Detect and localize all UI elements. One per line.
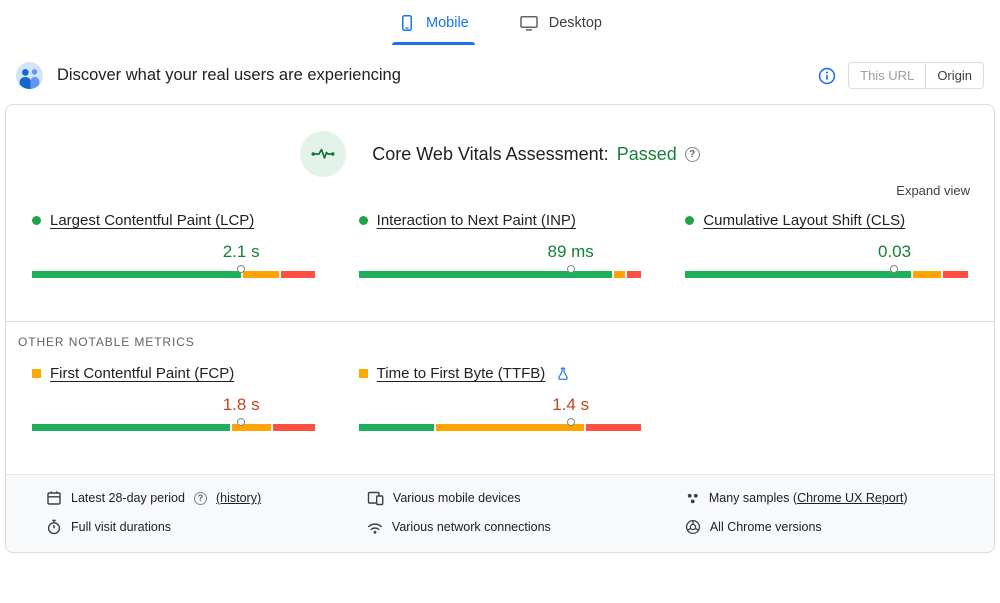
device-info-text: Various mobile devices xyxy=(392,491,521,505)
cwv-assessment: Core Web Vitals Assessment: Passed xyxy=(6,105,994,177)
bar-segment-needs-improvement xyxy=(913,271,941,278)
bar-segment-needs-improvement xyxy=(435,424,584,431)
bar-segment-needs-improvement xyxy=(614,271,626,278)
metric-value: 0.03 xyxy=(877,242,912,261)
metric-fcp: First Contentful Paint (FCP) 1.8 s xyxy=(32,365,315,438)
info-icon[interactable] xyxy=(818,67,836,85)
expand-view-button[interactable]: Expand view xyxy=(896,183,970,198)
p75-marker xyxy=(566,265,575,273)
calendar-icon xyxy=(46,490,62,506)
bar-segment-good xyxy=(32,424,230,431)
data-collection-footer: Latest 28-day period (history) Various m… xyxy=(6,474,994,552)
device-info: Various mobile devices xyxy=(367,490,685,506)
metric-inp: Interaction to Next Paint (INP) 89 ms xyxy=(358,212,642,285)
page-title: Discover what your real users are experi… xyxy=(57,66,401,84)
bar-segment-good xyxy=(358,271,613,278)
bar-segment-good xyxy=(32,271,241,278)
origin-button[interactable]: Origin xyxy=(925,62,984,89)
bar-segment-good xyxy=(358,424,434,431)
core-metrics-row: Largest Contentful Paint (LCP) 2.1 s Int… xyxy=(6,198,994,285)
bar-segment-needs-improvement xyxy=(243,271,280,278)
scope-toggle: This URL Origin xyxy=(848,62,984,89)
help-icon[interactable] xyxy=(684,146,700,162)
metric-distribution-chart: 1.8 s xyxy=(32,382,315,438)
bar-segment-needs-improvement xyxy=(231,424,271,431)
metric-distribution-chart: 0.03 xyxy=(685,229,968,285)
metric-distribution-chart: 89 ms xyxy=(358,229,642,285)
bar-segment-poor xyxy=(627,271,642,278)
p75-marker xyxy=(890,265,899,273)
metric-status-indicator xyxy=(32,216,41,225)
metric-distribution-chart: 2.1 s xyxy=(32,229,315,285)
assessment-label: Core Web Vitals Assessment: xyxy=(372,143,609,164)
experimental-flask-icon[interactable] xyxy=(556,367,570,381)
bar-segment-poor xyxy=(281,271,315,278)
section-divider xyxy=(6,321,994,322)
collection-period: Latest 28-day period (history) xyxy=(46,490,367,506)
visit-durations: Full visit durations xyxy=(46,519,367,535)
bar-segment-poor xyxy=(585,424,642,431)
metric-cls-link[interactable]: Cumulative Layout Shift (CLS) xyxy=(703,212,906,229)
wifi-icon xyxy=(367,520,383,535)
metric-value: 2.1 s xyxy=(222,242,260,261)
bar-segment-poor xyxy=(942,271,968,278)
samples-text: Many samples (Chrome UX Report) xyxy=(708,491,908,505)
other-metrics-row: First Contentful Paint (FCP) 1.8 s Time … xyxy=(6,351,994,438)
samples-icon xyxy=(685,491,700,506)
metric-status-indicator xyxy=(358,369,368,378)
network-info: Various network connections xyxy=(367,520,685,535)
header-controls: This URL Origin xyxy=(818,62,984,89)
tab-mobile-label: Mobile xyxy=(426,15,469,31)
chrome-versions-text: All Chrome versions xyxy=(709,520,822,534)
p75-marker xyxy=(237,418,246,426)
metric-ttfb-link[interactable]: Time to First Byte (TTFB) xyxy=(376,365,546,382)
stopwatch-icon xyxy=(46,519,62,535)
metric-status-indicator xyxy=(32,369,41,378)
field-data-header: Discover what your real users are experi… xyxy=(0,45,1000,104)
this-url-button[interactable]: This URL xyxy=(848,62,926,89)
help-icon[interactable] xyxy=(193,491,207,505)
tab-desktop[interactable]: Desktop xyxy=(517,8,604,45)
metric-placeholder xyxy=(685,365,968,438)
visit-durations-text: Full visit durations xyxy=(71,520,172,534)
chrome-versions: All Chrome versions xyxy=(685,519,982,535)
desktop-monitor-icon xyxy=(519,14,539,32)
chrome-icon xyxy=(685,519,701,535)
devices-icon xyxy=(367,490,384,506)
collection-period-text: Latest 28-day period xyxy=(71,491,185,505)
p75-marker xyxy=(566,418,575,426)
metric-fcp-link[interactable]: First Contentful Paint (FCP) xyxy=(50,365,235,382)
device-tabs: Mobile Desktop xyxy=(0,0,1000,45)
samples-info: Many samples (Chrome UX Report) xyxy=(685,491,982,506)
bar-segment-good xyxy=(685,271,912,278)
p75-marker xyxy=(237,265,246,273)
metric-lcp-link[interactable]: Largest Contentful Paint (LCP) xyxy=(50,212,255,229)
assessment-title: Core Web Vitals Assessment: Passed xyxy=(372,143,700,165)
metric-inp-link[interactable]: Interaction to Next Paint (INP) xyxy=(376,212,576,229)
tab-mobile[interactable]: Mobile xyxy=(392,8,475,45)
metric-value: 89 ms xyxy=(547,242,594,261)
field-data-users-icon xyxy=(16,62,43,89)
tab-desktop-label: Desktop xyxy=(548,15,602,31)
metric-status-indicator xyxy=(685,216,695,225)
metric-value: 1.4 s xyxy=(552,395,590,414)
metric-ttfb: Time to First Byte (TTFB) 1.4 s xyxy=(358,365,642,438)
metric-status-indicator xyxy=(358,216,368,225)
assessment-status: Passed xyxy=(616,143,677,164)
pulse-icon xyxy=(300,131,347,177)
metric-distribution-chart: 1.4 s xyxy=(358,382,642,438)
bar-segment-poor xyxy=(272,424,315,431)
other-metrics-heading: OTHER NOTABLE METRICS xyxy=(18,335,195,349)
crux-report-link[interactable]: Chrome UX Report xyxy=(797,491,904,505)
metric-lcp: Largest Contentful Paint (LCP) 2.1 s xyxy=(32,212,315,285)
history-link[interactable]: (history) xyxy=(215,491,262,505)
mobile-phone-icon xyxy=(398,14,416,32)
network-info-text: Various network connections xyxy=(391,520,551,534)
metric-cls: Cumulative Layout Shift (CLS) 0.03 xyxy=(685,212,968,285)
metric-value: 1.8 s xyxy=(222,395,260,414)
field-data-card: Core Web Vitals Assessment: Passed Expan… xyxy=(5,104,995,553)
